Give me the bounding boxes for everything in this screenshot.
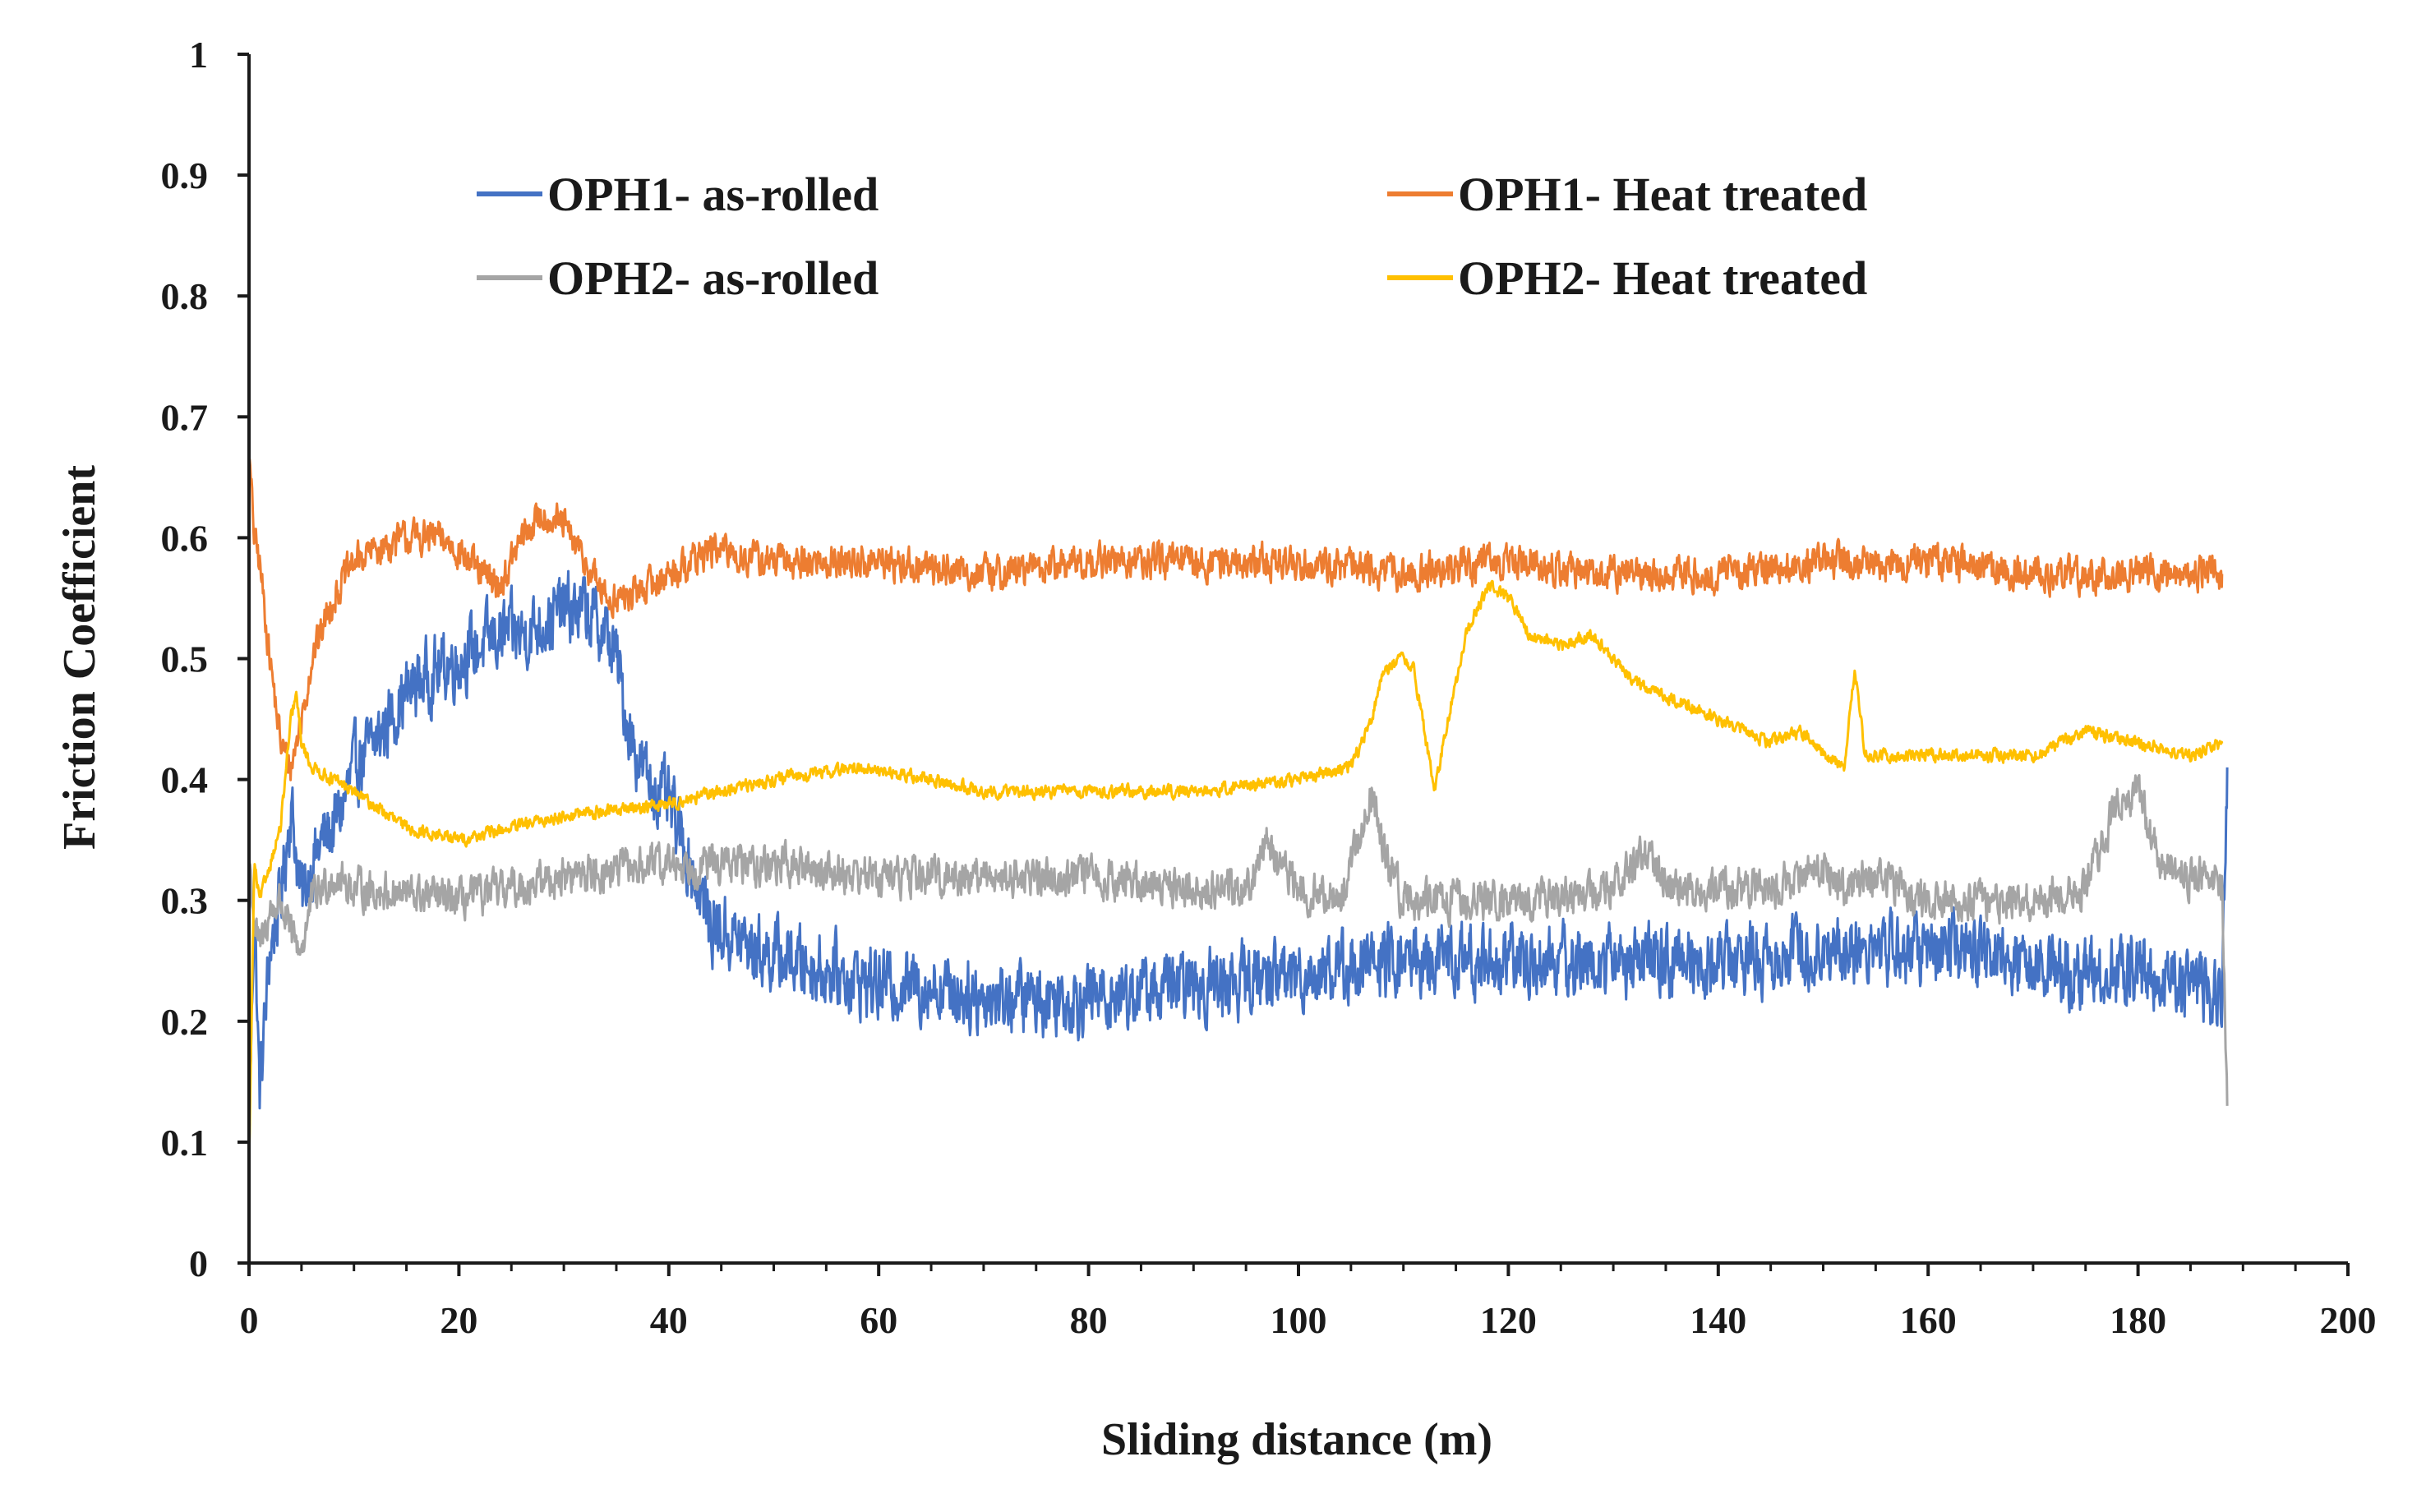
y-tick-label: 0.9 (161, 154, 209, 196)
series-line-oph1-as-rolled (247, 569, 2229, 1130)
y-tick-label: 0.3 (161, 880, 209, 922)
legend-label-oph1-as-rolled: OPH1- as-rolled (547, 168, 879, 221)
y-axis-title: Friction Coefficient (54, 465, 105, 850)
y-tick-label: 0.4 (161, 759, 209, 801)
x-tick-label: 100 (1271, 1299, 1327, 1341)
legend-label-oph2-as-rolled: OPH2- as-rolled (547, 251, 879, 305)
x-tick-label: 200 (2320, 1299, 2377, 1341)
series-line-oph2-heat-treated (247, 579, 2224, 1163)
series-lines (247, 458, 2229, 1163)
y-tick-label: 0 (189, 1242, 208, 1284)
x-tick-label: 40 (650, 1299, 688, 1341)
x-tick-label: 60 (860, 1299, 897, 1341)
legend-label-oph2-heat-treated: OPH2- Heat treated (1458, 251, 1867, 305)
x-tick-label: 180 (2110, 1299, 2166, 1341)
y-tick-label: 0.5 (161, 638, 209, 680)
legend-label-oph1-heat-treated: OPH1- Heat treated (1458, 168, 1867, 221)
y-tick-label: 0.6 (161, 517, 209, 559)
y-tick-label: 1 (189, 34, 208, 76)
tick-labels: 0 0.1 0.2 0.3 0.4 0.5 0.6 0.7 0.8 0.9 1 0 20 40 60 80 10… (161, 34, 2377, 1341)
y-tick-label: 0.1 (161, 1122, 209, 1164)
x-axis-title: Sliding distance (m) (1101, 1414, 1492, 1465)
x-tick-label: 0 (240, 1299, 259, 1341)
axes (238, 53, 2350, 1276)
y-tick-label: 0.7 (161, 396, 209, 438)
series-line-oph1-heat-treated (247, 458, 2224, 781)
x-tick-label: 80 (1070, 1299, 1108, 1341)
y-tick-label: 0.2 (161, 1001, 209, 1043)
x-tick-label: 140 (1690, 1299, 1746, 1341)
x-tick-label: 20 (440, 1299, 477, 1341)
x-tick-label: 160 (1900, 1299, 1957, 1341)
series-line-oph2-as-rolled (247, 774, 2229, 1106)
legend: OPH1- as-rolled OPH1- Heat treated OPH2-… (477, 168, 1867, 305)
y-tick-label: 0.8 (161, 275, 209, 317)
x-tick-label: 120 (1480, 1299, 1537, 1341)
